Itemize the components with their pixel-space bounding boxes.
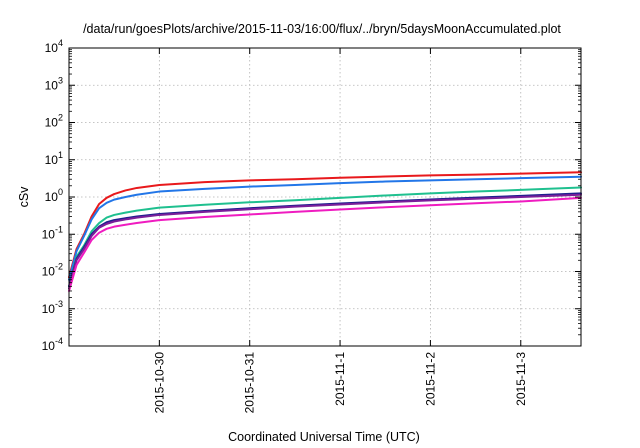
y-tick-exponent: -1 bbox=[55, 224, 63, 234]
y-tick-base: 10 bbox=[45, 41, 59, 55]
y-tick-base: 10 bbox=[42, 265, 56, 279]
y-tick-label: 100 bbox=[45, 187, 63, 204]
y-tick-label: 101 bbox=[45, 150, 63, 167]
y-tick-exponent: 2 bbox=[58, 113, 63, 123]
series-line-5 bbox=[68, 193, 582, 290]
y-tick-label: 103 bbox=[45, 75, 63, 92]
y-tick-base: 10 bbox=[42, 339, 56, 353]
x-tick-label: 2015-10-30 bbox=[152, 352, 166, 414]
series-line-1 bbox=[68, 171, 582, 279]
y-tick-label: 104 bbox=[45, 38, 63, 55]
y-tick-label: 10-2 bbox=[42, 262, 63, 279]
x-tick-label: 2015-10-31 bbox=[243, 352, 257, 414]
y-tick-base: 10 bbox=[42, 227, 56, 241]
y-tick-exponent: 3 bbox=[58, 75, 63, 85]
y-tick-label: 10-1 bbox=[42, 224, 63, 241]
y-tick-exponent: -4 bbox=[55, 336, 63, 346]
y-tick-exponent: -2 bbox=[55, 262, 63, 272]
x-axis-title: Coordinated Universal Time (UTC) bbox=[228, 430, 420, 444]
series-line-4 bbox=[68, 192, 582, 288]
series-line-6 bbox=[68, 196, 582, 292]
y-tick-exponent: 1 bbox=[58, 150, 63, 160]
y-tick-label: 102 bbox=[45, 113, 63, 130]
y-tick-label: 10-3 bbox=[42, 299, 63, 316]
x-tick-label: 2015-11-1 bbox=[333, 352, 347, 406]
series-group bbox=[68, 171, 582, 292]
series-line-3 bbox=[68, 186, 582, 288]
y-tick-base: 10 bbox=[42, 302, 56, 316]
x-tick-label: 2015-11-2 bbox=[423, 352, 437, 406]
y-tick-base: 10 bbox=[45, 78, 59, 92]
y-tick-exponent: -3 bbox=[55, 299, 63, 309]
chart-title: /data/run/goesPlots/archive/2015-11-03/1… bbox=[83, 22, 561, 36]
y-tick-exponent: 0 bbox=[58, 187, 63, 197]
y-tick-base: 10 bbox=[45, 153, 59, 167]
axis-ticks: 10-410-310-210-11001011021031042015-10-3… bbox=[42, 38, 581, 413]
x-tick-label: 2015-11-3 bbox=[514, 352, 528, 406]
y-tick-base: 10 bbox=[45, 190, 59, 204]
y-axis-title: cSv bbox=[17, 186, 31, 208]
y-tick-exponent: 4 bbox=[58, 38, 63, 48]
series-line-2 bbox=[68, 175, 582, 281]
y-tick-label: 10-4 bbox=[42, 336, 63, 353]
y-tick-base: 10 bbox=[45, 116, 59, 130]
